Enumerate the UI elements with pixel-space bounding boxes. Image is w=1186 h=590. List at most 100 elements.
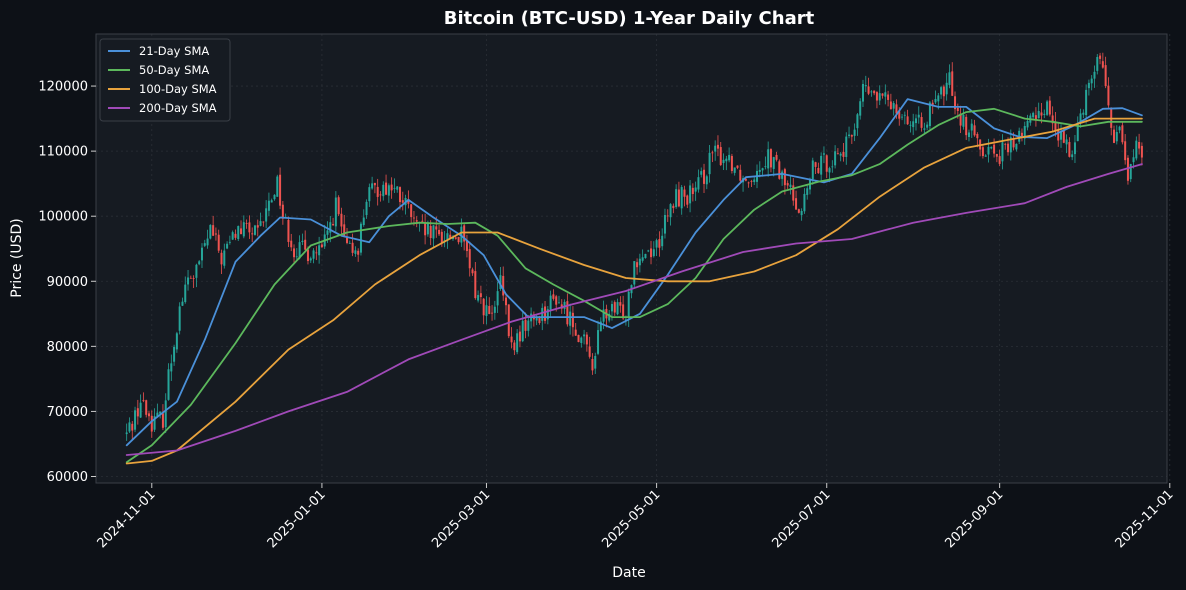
candle-body <box>365 201 368 216</box>
candle-body <box>1107 85 1110 106</box>
candle-body <box>281 204 284 219</box>
candle-body <box>669 204 672 218</box>
candle-body <box>354 250 357 254</box>
candle-body <box>931 102 934 105</box>
candle-body <box>270 200 273 203</box>
candle-body <box>399 187 402 203</box>
candle-body <box>407 199 410 204</box>
candle-body <box>209 224 212 239</box>
legend-label: 100-Day SMA <box>139 82 217 96</box>
candle-body <box>898 111 901 119</box>
candle-body <box>694 187 697 192</box>
candle-body <box>744 178 747 181</box>
candle-body <box>889 101 892 110</box>
candle-body <box>1023 125 1026 139</box>
candle-body <box>348 242 351 244</box>
candle-body <box>909 124 912 126</box>
candle-body <box>538 316 541 323</box>
candle-body <box>594 355 597 369</box>
candle-body <box>1090 78 1093 84</box>
candle-body <box>449 234 452 239</box>
candle-body <box>1140 145 1143 158</box>
candle-body <box>850 135 853 137</box>
candle-body <box>962 114 965 127</box>
candle-body <box>1085 89 1088 116</box>
candle-body <box>273 194 276 200</box>
candle-body <box>329 222 332 233</box>
candle-body <box>1032 112 1035 118</box>
candle-body <box>644 253 647 259</box>
candle-body <box>987 146 990 155</box>
candle-body <box>750 180 753 182</box>
candle-body <box>942 86 945 97</box>
candle-body <box>914 118 917 124</box>
candle-body <box>1118 126 1121 131</box>
candle-body <box>128 422 131 432</box>
candle-body <box>661 235 664 247</box>
candle-body <box>714 145 717 152</box>
candle-body <box>1135 140 1138 159</box>
candle-body <box>797 209 800 213</box>
candle-body <box>516 333 519 353</box>
candle-body <box>817 168 820 174</box>
candle-body <box>253 225 256 235</box>
candle-body <box>616 302 619 315</box>
candle-body <box>131 423 134 431</box>
candle-body <box>1099 55 1102 59</box>
candle-body <box>800 210 803 216</box>
candle-body <box>518 331 521 342</box>
candle-body <box>789 184 792 188</box>
candle-body <box>139 402 142 418</box>
candle-body <box>1001 142 1004 162</box>
candle-body <box>641 257 644 261</box>
candle-body <box>1004 143 1007 145</box>
candle-body <box>242 222 245 237</box>
candle-body <box>973 125 976 136</box>
candle-body <box>147 413 150 417</box>
candle-body <box>825 155 828 172</box>
candle-body <box>198 261 201 265</box>
candle-body <box>708 152 711 175</box>
candle-body <box>248 222 251 233</box>
candle-body <box>482 298 485 316</box>
candle-body <box>276 176 279 197</box>
candle-body <box>691 187 694 195</box>
candle-body <box>136 408 139 417</box>
candle-body <box>142 400 145 402</box>
candle-body <box>566 301 569 325</box>
candle-body <box>454 237 457 239</box>
candle-body <box>465 240 468 252</box>
candle-body <box>1138 141 1141 149</box>
candle-body <box>638 258 641 266</box>
candle-body <box>655 240 658 248</box>
candle-body <box>1093 71 1096 79</box>
candle-body <box>588 346 591 357</box>
candle-body <box>223 250 226 266</box>
candle-body <box>736 165 739 168</box>
candle-body <box>627 291 630 319</box>
candle-body <box>173 346 176 362</box>
candle-body <box>814 162 817 167</box>
candle-body <box>265 208 268 222</box>
candle-body <box>753 179 756 183</box>
candle-body <box>552 294 555 299</box>
candle-body <box>675 189 678 208</box>
candle-body <box>719 147 722 166</box>
legend: 21-Day SMA 50-Day SMA 100-Day SMA 200-Day S… <box>99 38 231 122</box>
candle-body <box>287 219 290 242</box>
candle-body <box>705 176 708 185</box>
candle-body <box>1129 164 1132 180</box>
candle-body <box>555 296 558 305</box>
candle-body <box>527 320 530 331</box>
candle-body <box>906 116 909 125</box>
candle-body <box>256 225 259 228</box>
y-tick-label: 120000 <box>38 80 88 95</box>
candle-body <box>619 302 622 306</box>
candle-body <box>203 243 206 246</box>
y-tick-label: 110000 <box>38 145 88 160</box>
candle-body <box>761 168 764 171</box>
candle-body <box>332 224 335 226</box>
candle-body <box>873 90 876 94</box>
candle-body <box>496 291 499 306</box>
